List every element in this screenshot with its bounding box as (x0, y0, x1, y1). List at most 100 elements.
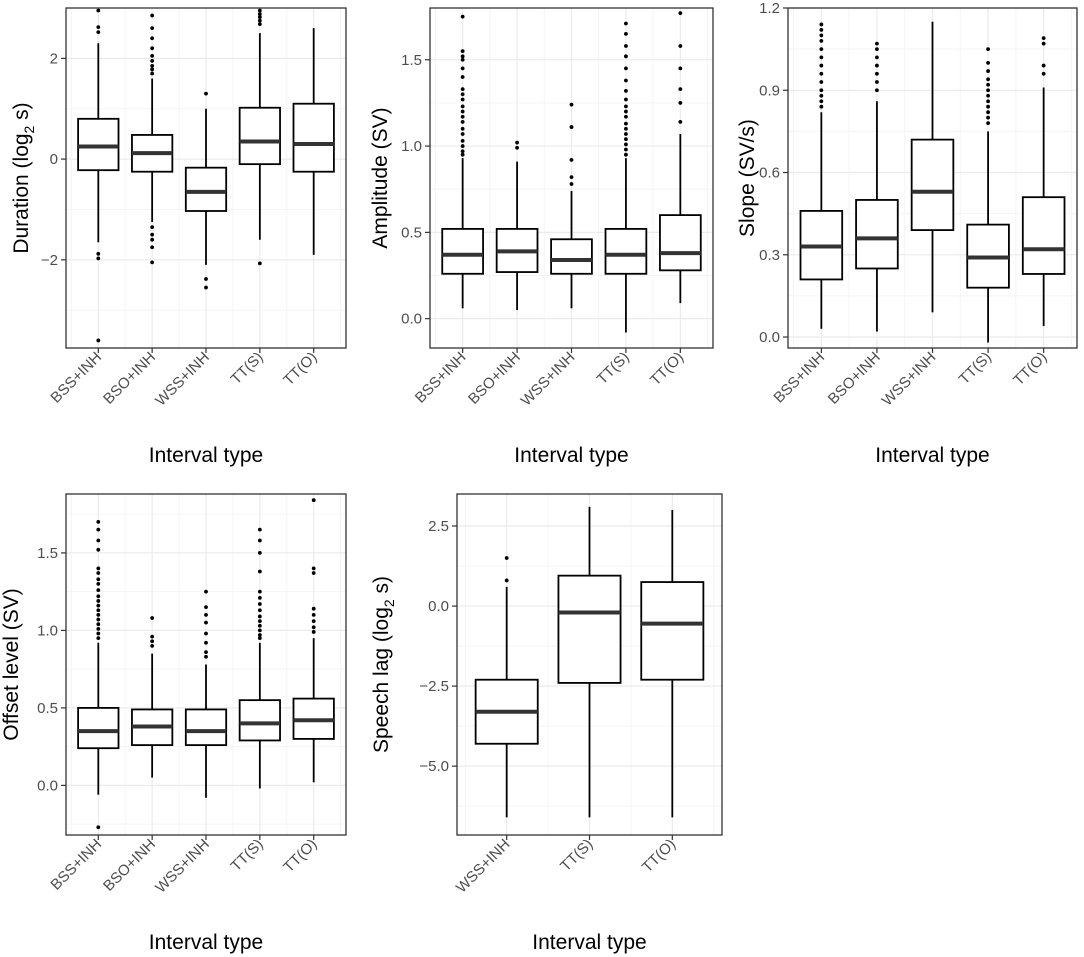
outlier-point (96, 25, 101, 30)
outlier-point (150, 245, 155, 250)
y-axis-title: Slope (SV/s) (736, 119, 759, 237)
iqr-box (855, 199, 899, 270)
outlier-point (150, 36, 155, 41)
iqr-box (557, 574, 622, 684)
outlier-point (678, 66, 683, 71)
outlier-point (204, 631, 208, 636)
outlier-point (569, 102, 574, 107)
outlier-point (624, 66, 628, 71)
iqr-box (238, 699, 281, 742)
outlier-point (1041, 36, 1046, 41)
x-tick-label: TT(O) (280, 836, 320, 876)
outlier-point (311, 498, 316, 503)
outlier-point (624, 121, 628, 126)
y-tick-label: 0.0 (759, 329, 780, 346)
iqr-box (441, 228, 484, 275)
iqr-box (238, 106, 281, 166)
y-axis-title-subscript: 2 (381, 599, 397, 607)
outlier-point (96, 608, 101, 613)
box-wss-inh (910, 21, 955, 313)
outlier-point (678, 11, 683, 16)
x-axis-title: Interval type (514, 444, 628, 467)
outlier-point (460, 120, 465, 124)
outlier-point (819, 55, 824, 60)
x-axis-title: Interval type (875, 444, 989, 467)
outlier-point (569, 157, 574, 162)
box-tt-s- (604, 21, 648, 333)
iqr-box (550, 238, 593, 275)
box-tt-o- (1021, 36, 1066, 327)
outlier-point (96, 538, 101, 543)
y-axis-title: Amplitude (SV) (369, 107, 392, 248)
box-bss-inh (441, 14, 484, 309)
outlier-point (204, 589, 208, 594)
outlier-point (257, 551, 262, 555)
y-tick-label: 0.0 (37, 777, 58, 794)
outlier-point (257, 18, 262, 23)
outlier-point (460, 149, 465, 154)
outlier-point (986, 121, 990, 126)
outlier-point (311, 630, 316, 634)
outlier-point (624, 88, 628, 93)
box-tt-o- (292, 498, 335, 783)
outlier-point (624, 54, 628, 59)
outlier-point (150, 634, 155, 639)
outlier-point (624, 152, 628, 157)
outlier-point (204, 91, 208, 96)
outlier-point (96, 256, 101, 261)
y-tick-label: 1.0 (401, 138, 422, 155)
y-tick-label: −5.0 (419, 758, 449, 775)
box-wss-inh (550, 102, 593, 309)
outlier-point (96, 8, 101, 13)
y-axis-title-main: Duration (log (10, 133, 33, 253)
outlier-point (819, 71, 824, 76)
outlier-point (624, 142, 628, 147)
outlier-point (819, 47, 824, 52)
x-axis-title: Interval type (149, 444, 263, 467)
outlier-point (504, 578, 509, 583)
box-wss-inh (184, 91, 228, 290)
x-tick-label: WSS+INH (518, 349, 579, 410)
outlier-point (819, 93, 824, 98)
iqr-box (77, 707, 120, 750)
outlier-point (96, 613, 101, 617)
outlier-point (569, 175, 574, 180)
outlier-point (875, 80, 879, 84)
y-tick-label: 0.5 (401, 224, 422, 241)
y-tick-label: 1.2 (759, 0, 780, 17)
x-tick-label: TT(O) (639, 836, 679, 876)
x-tick-label: BSS+INH (770, 349, 828, 407)
outlier-point (819, 28, 824, 32)
y-axis-title-subscript: 2 (21, 125, 37, 133)
outlier-point (257, 623, 262, 628)
box-wss-inh (184, 589, 228, 798)
iqr-box (1021, 196, 1066, 275)
outlier-point (875, 55, 879, 60)
outlier-point (875, 41, 879, 46)
y-axis-title: Offset level (SV) (0, 588, 23, 741)
outlier-point (204, 285, 208, 290)
outlier-point (96, 594, 101, 599)
outlier-point (150, 64, 155, 68)
x-tick-label: WSS+INH (152, 349, 213, 410)
outlier-point (257, 636, 262, 641)
panel-5: −5.0 −2.5 0.0 2.5 WSS+INH TT(S) TT(O) Interval … (370, 493, 723, 954)
outlier-point (986, 99, 990, 104)
x-tick-label: TT(S) (228, 349, 267, 388)
outlier-point (96, 577, 101, 582)
outlier-point (311, 571, 316, 575)
x-tick-label: BSO+INH (825, 349, 884, 408)
outlier-point (96, 251, 101, 256)
outlier-point (150, 260, 155, 265)
outlier-point (257, 628, 262, 633)
outlier-point (515, 145, 519, 150)
box-tt-o- (640, 510, 705, 818)
y-tick-label: 0.0 (401, 311, 422, 328)
outlier-point (204, 650, 208, 654)
outlier-point (986, 110, 990, 115)
outlier-point (96, 631, 101, 636)
outlier-point (624, 126, 628, 131)
